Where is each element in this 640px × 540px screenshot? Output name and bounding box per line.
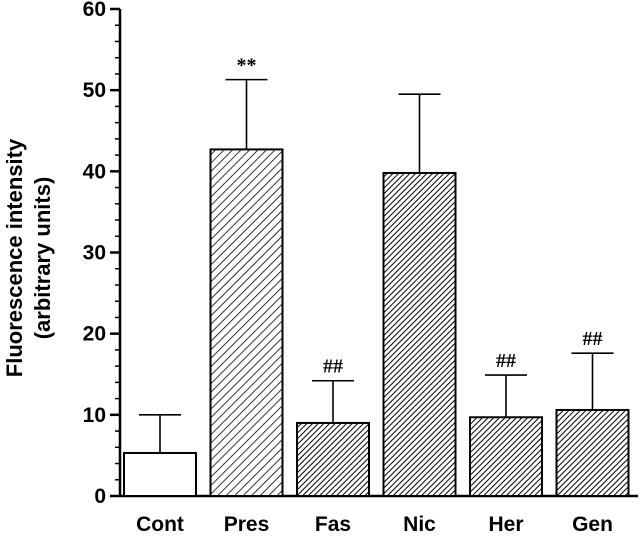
x-tick-label-gen: Gen [572,513,613,536]
annotation-her: ## [496,350,516,372]
x-tick-label-pres: Pres [224,513,270,536]
y-axis-title: Fluorescence intensity (arbitrary units) [2,138,55,377]
y-axis-title-line1: Fluorescence intensity [2,138,27,377]
bar-fas [296,421,370,498]
y-axis-title-line2: (arbitrary units) [30,177,55,340]
x-tick-label-her: Her [488,513,523,536]
bar-nic [382,171,457,497]
axes: 0 10 20 30 40 50 60 [83,0,638,508]
y-tick-label: 10 [83,404,106,427]
annotation-pres: ** [237,55,257,77]
x-tick-label-fas: Fas [315,513,351,536]
y-tick-label: 20 [83,323,106,346]
y-tick-label: 50 [83,79,106,102]
bar-gen [555,408,630,498]
bar-pres [209,148,284,497]
annotation-gen: ## [583,328,603,350]
y-tick-label: 40 [83,160,106,183]
y-tick-label: 0 [94,485,106,508]
y-tick-label: 30 [83,242,106,265]
x-tick-label-cont: Cont [136,513,184,536]
bars: ** ## ## ## [123,55,630,498]
bar-her [469,416,543,498]
x-tick-label-nic: Nic [403,513,436,536]
y-tick-label: 60 [83,0,106,21]
bar-cont [123,451,197,497]
annotation-fas: ## [323,356,343,378]
category-labels: Cont Pres Fas Nic Her Gen [136,513,613,536]
